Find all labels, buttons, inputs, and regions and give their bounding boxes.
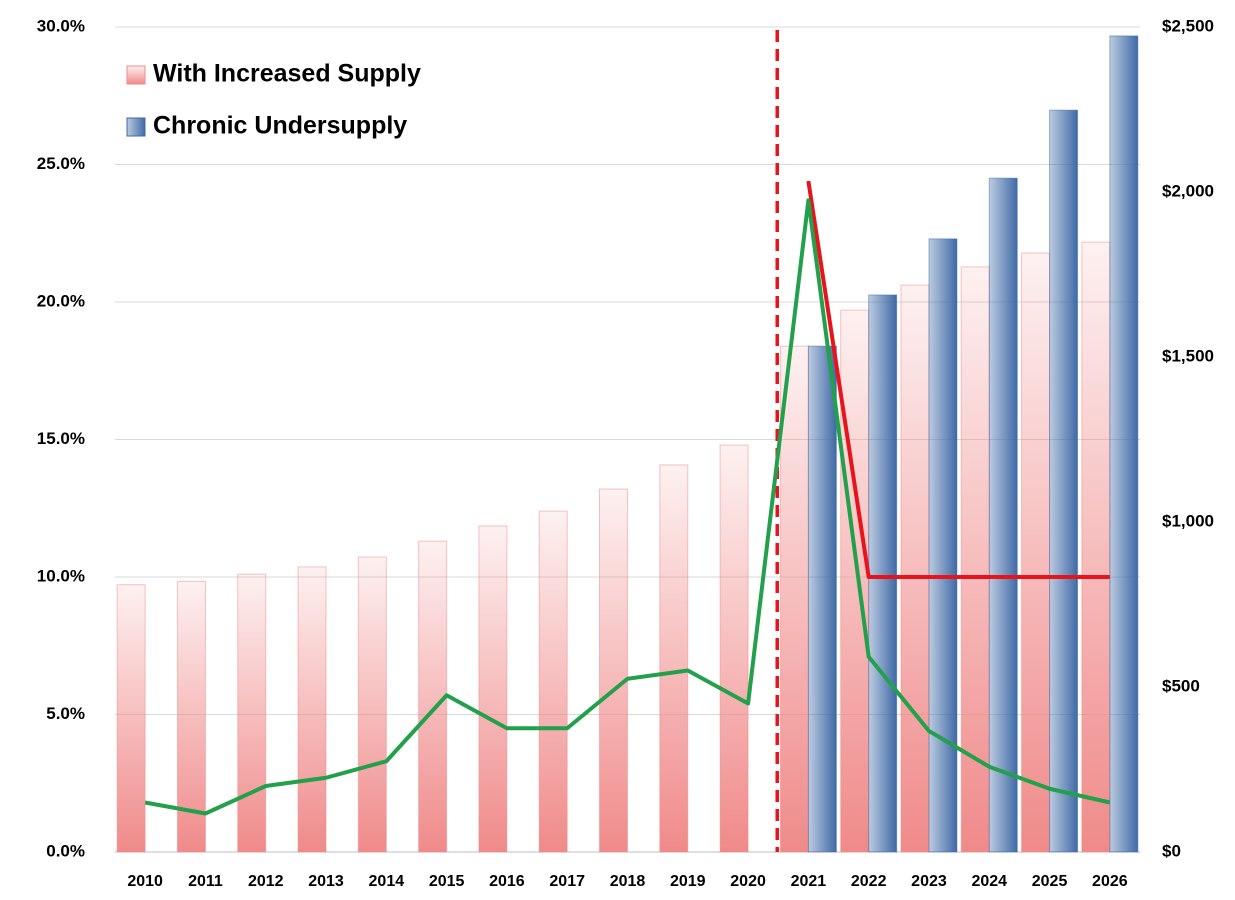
bar [538,510,568,853]
line [806,180,1110,579]
bar [779,345,809,853]
bar [719,444,749,853]
line [144,198,1111,816]
x-tick-label: 2016 [489,873,525,890]
bar [988,177,1018,853]
bar [1109,35,1139,853]
y2-tick-label: $2,000 [1162,181,1214,200]
x-tick-label: 2014 [369,873,405,890]
x-tick-label: 2019 [670,873,706,890]
bar [237,573,267,853]
y-tick-label: 10.0% [37,566,85,585]
x-tick-label: 2017 [549,873,585,890]
x-tick-label: 2013 [308,873,344,890]
bar [297,566,327,853]
bar [478,525,508,853]
y-tick-label: 15.0% [37,429,85,448]
bar [868,294,898,853]
bar [1049,109,1079,853]
bar [116,584,146,853]
x-tick-label: 2022 [851,873,887,890]
x-tick-label: 2025 [1032,873,1068,890]
legend-swatch [126,117,146,137]
bar [659,464,689,853]
x-tick-label: 2023 [911,873,947,890]
x-tick-label: 2020 [730,873,766,890]
y-tick-label: 20.0% [37,291,85,310]
bar [176,580,206,853]
y2-tick-label: $1,500 [1162,346,1214,365]
x-tick-label: 2018 [610,873,646,890]
x-tick-label: 2012 [248,873,284,890]
bar [418,540,448,853]
bar [1021,252,1051,853]
bar [928,238,958,853]
x-tick-label: 2010 [127,873,163,890]
x-tick-label: 2011 [188,873,223,890]
x-tick-label: 2026 [1092,873,1128,890]
y2-tick-label: $500 [1162,676,1200,695]
legend-swatch [126,65,146,85]
bar [807,345,837,853]
y2-tick-label: $1,000 [1162,511,1214,530]
y2-tick-label: $2,500 [1162,16,1214,35]
x-tick-label: 2015 [429,873,465,890]
legend-label: With Increased Supply [153,60,421,88]
x-tick-label: 2021 [791,873,827,890]
y-tick-label: 0.0% [46,841,85,860]
y-tick-label: 30.0% [37,16,85,35]
y-tick-label: 5.0% [46,704,85,723]
x-tick-label: 2024 [971,873,1007,890]
y2-tick-label: $0 [1162,841,1181,860]
bar [1081,241,1111,853]
bar [840,309,870,853]
bar [599,488,628,853]
y-tick-label: 25.0% [37,154,85,173]
legend-label: Chronic Undersupply [153,112,407,140]
bar [357,556,387,853]
bar [900,284,930,853]
